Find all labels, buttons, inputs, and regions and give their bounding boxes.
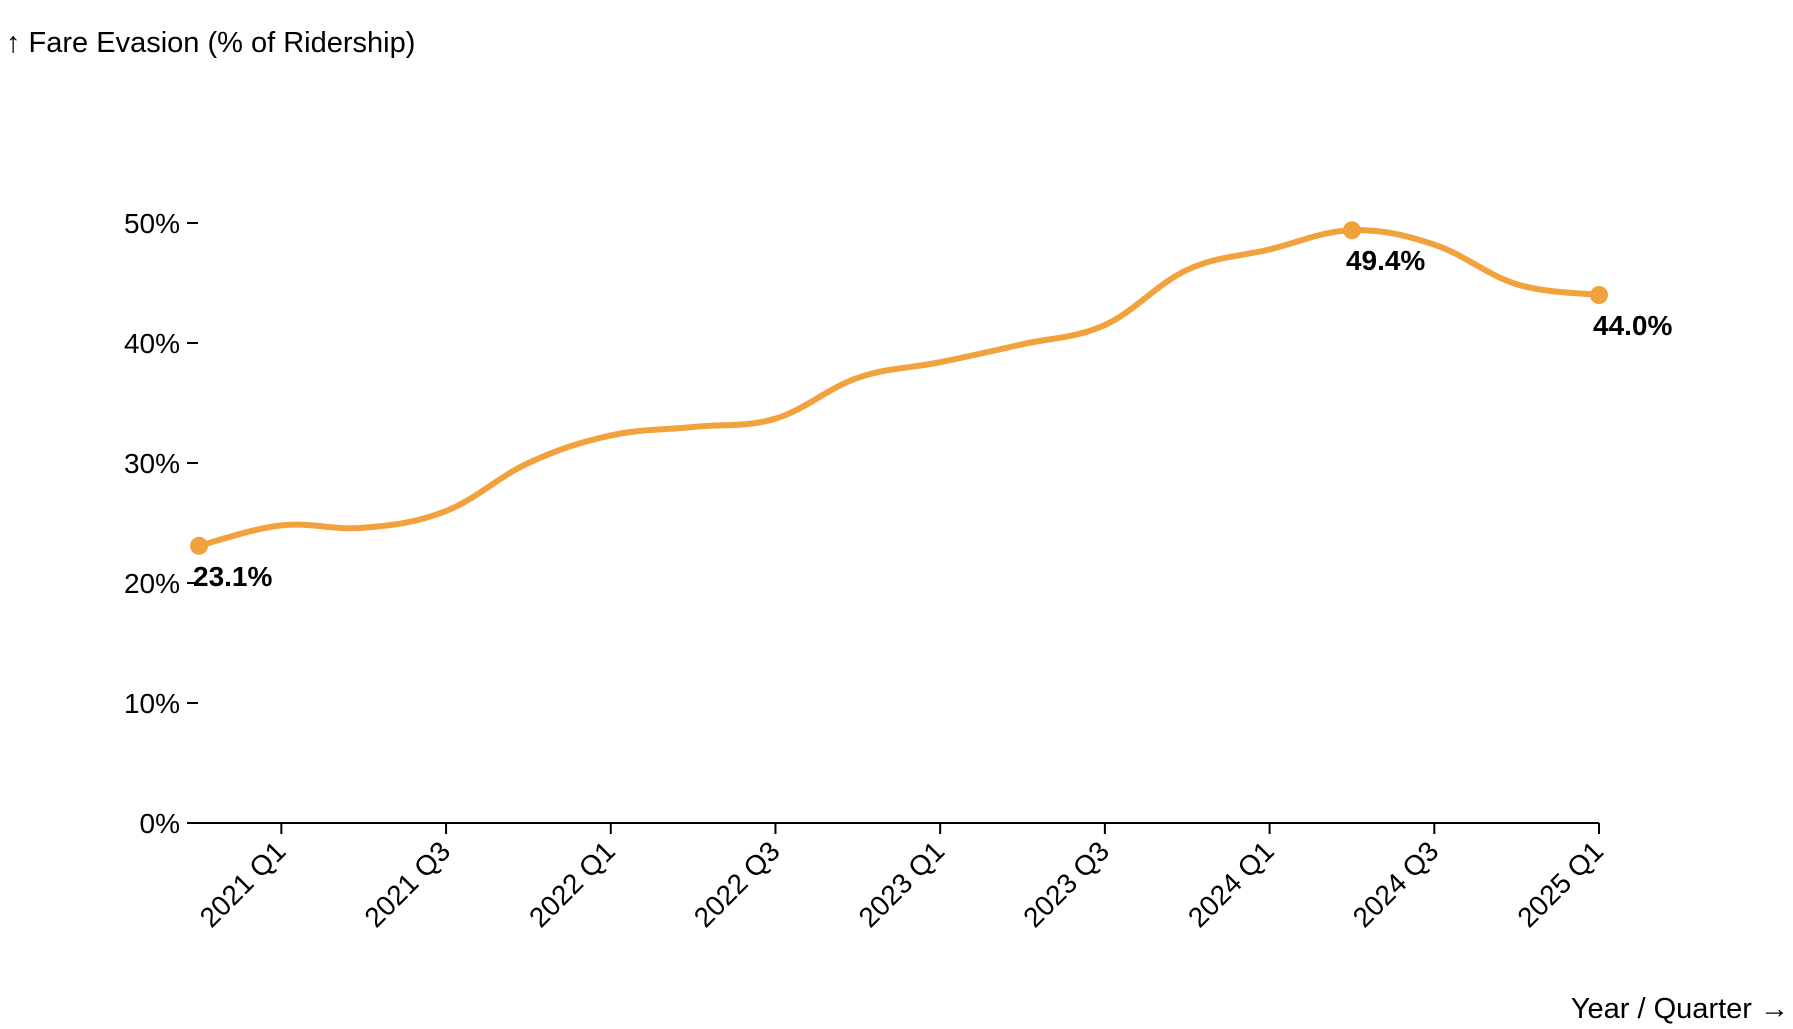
x-tick-label: 2023 Q1 xyxy=(853,835,951,933)
y-tick-label: 0% xyxy=(140,808,180,839)
data-point-marker xyxy=(190,536,208,555)
plot-area: 23.1% 49.4% 44.0% xyxy=(190,221,1672,592)
x-tick-label: 2022 Q1 xyxy=(523,835,621,933)
data-point-marker xyxy=(1342,221,1361,240)
x-axis: 2021 Q1 2021 Q3 2022 Q1 2022 Q3 2023 Q1 2023 … xyxy=(187,822,1609,933)
data-point-label: 49.4% xyxy=(1346,245,1425,276)
series-line xyxy=(196,227,1602,549)
y-tick-label: 20% xyxy=(124,568,180,599)
y-axis-title: ↑ Fare Evasion (% of Ridership) xyxy=(6,27,415,59)
data-point-label: 23.1% xyxy=(193,561,272,592)
data-point-label: 44.0% xyxy=(1593,310,1672,341)
x-tick-label: 2023 Q3 xyxy=(1017,835,1115,933)
y-tick-label: 10% xyxy=(124,688,180,719)
x-tick-label: 2024 Q3 xyxy=(1347,835,1445,933)
y-tick-label: 50% xyxy=(124,208,180,239)
x-tick-label: 2021 Q1 xyxy=(194,835,292,933)
y-tick-label: 40% xyxy=(124,328,180,359)
x-tick-label: 2024 Q1 xyxy=(1182,835,1280,933)
data-point-marker xyxy=(1590,286,1608,304)
y-axis: 0% 10% 20% 30% 40% 50% xyxy=(124,208,198,839)
x-tick-label: 2021 Q3 xyxy=(358,835,456,933)
x-axis-title: Year / Quarter → xyxy=(1571,993,1789,1025)
x-tick-label: 2025 Q1 xyxy=(1511,835,1609,933)
y-tick-label: 30% xyxy=(124,448,180,479)
x-tick-label: 2022 Q3 xyxy=(688,835,786,933)
